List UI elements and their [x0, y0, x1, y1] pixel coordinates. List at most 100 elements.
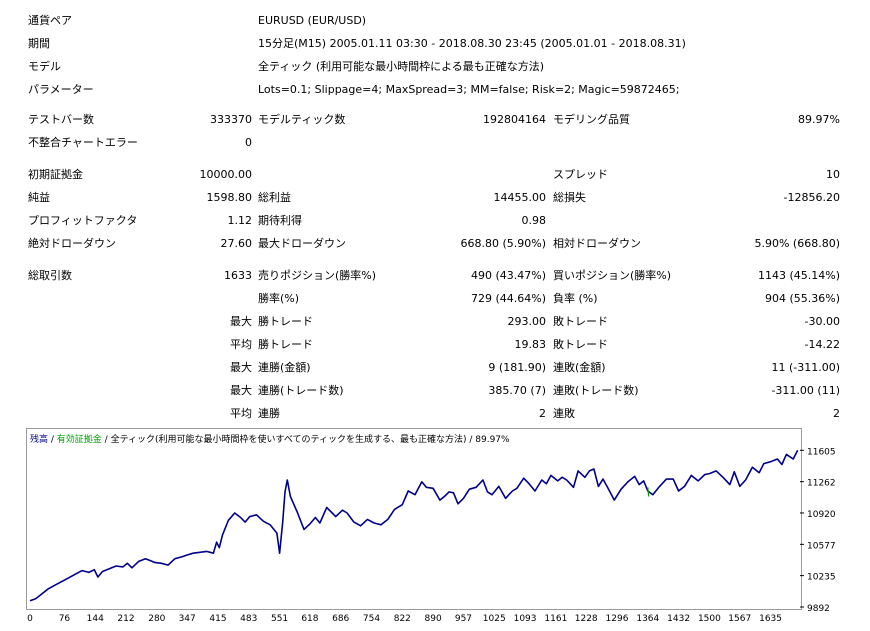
info-label-pair: 通貨ペア [28, 14, 72, 27]
info-value-pair: EURUSD (EUR/USD) [258, 14, 367, 27]
x-tick-label: 1500 [698, 614, 721, 624]
spread-value: 10 [826, 168, 840, 181]
y-tick-label: 9892 [807, 604, 830, 614]
balance-series-line [29, 449, 799, 602]
gross-loss-label: 総損失 [553, 191, 586, 204]
x-tick-label: 890 [425, 614, 442, 624]
info-value-params: Lots=0.1; Slippage=4; MaxSpread=3; MM=fa… [258, 83, 680, 96]
gross-profit-value: 14455.00 [493, 191, 547, 204]
x-tick-label: 1093 [514, 614, 537, 624]
row-prefix: 最大 [230, 315, 252, 328]
row-left-value: 385.70 (7) [488, 384, 546, 397]
abs-dd-label: 絶対ドローダウン [28, 237, 116, 250]
pf-value: 1.12 [227, 214, 253, 227]
legend-balance: 残高 [30, 433, 48, 445]
gross-loss-value: -12856.20 [783, 191, 840, 204]
expected-value: 0.98 [521, 214, 547, 227]
x-tick-label: 1635 [759, 614, 782, 624]
bars-value: 333370 [210, 113, 252, 126]
x-axis: 0 76 144 212 280 347 415 483 551 618 686 754 822 890 9… [27, 614, 782, 624]
short-label: 売りポジション(勝率%) [258, 269, 377, 282]
net-value: 1598.80 [206, 191, 253, 204]
gross-profit-label: 総利益 [258, 191, 291, 204]
info-label-params: パラメーター [28, 83, 94, 96]
row-right-value: -311.00 (11) [771, 384, 840, 397]
series-layer [29, 449, 799, 602]
win-value: 729 (44.64%) [470, 292, 546, 305]
row-right-label: 敗トレード [553, 315, 608, 328]
ticks-label: モデルティック数 [258, 113, 346, 126]
x-tick-label: 1228 [575, 614, 598, 624]
x-tick-label: 1432 [667, 614, 690, 624]
row-prefix: 最大 [230, 384, 252, 397]
loss-value: 904 (55.36%) [764, 292, 840, 305]
x-tick-label: 1364 [636, 614, 659, 624]
info-value-model: 全ティック (利用可能な最小時間枠による最も正確な方法) [258, 60, 545, 73]
x-tick-label: 483 [240, 614, 257, 624]
row-left-label: 連勝(金額) [258, 361, 311, 374]
deposit-label: 初期証拠金 [28, 168, 83, 181]
balance-chart-frame [26, 428, 802, 610]
x-tick-label: 754 [363, 614, 380, 624]
max-dd-value: 668.80 (5.90%) [460, 237, 546, 250]
errors-value: 0 [245, 136, 252, 149]
errors-label: 不整合チャートエラー [28, 136, 138, 149]
row-left-value: 9 (181.90) [488, 361, 546, 374]
x-tick-label: 618 [301, 614, 318, 624]
x-tick-label: 1296 [606, 614, 629, 624]
x-tick-label: 280 [148, 614, 165, 624]
row-left-value: 293.00 [507, 315, 547, 328]
row-right-label: 連敗(金額) [553, 361, 606, 374]
row-right-label: 敗トレード [553, 338, 608, 351]
info-label-model: モデル [28, 60, 61, 73]
x-tick-label: 76 [59, 614, 71, 624]
x-tick-label: 415 [209, 614, 226, 624]
rel-dd-value: 5.90% (668.80) [754, 237, 840, 250]
row-left-label: 連勝 [258, 407, 280, 420]
x-tick-label: 1025 [483, 614, 506, 624]
x-tick-label: 212 [117, 614, 134, 624]
row-right-value: 2 [833, 407, 840, 420]
long-label: 買いポジション(勝率%) [553, 269, 672, 282]
ticks-value: 192804164 [483, 113, 546, 126]
net-label: 純益 [28, 191, 50, 204]
y-tick-label: 11605 [807, 447, 836, 457]
margin-series-line [647, 487, 650, 497]
long-value: 1143 (45.14%) [757, 269, 840, 282]
y-tick-label: 11262 [807, 479, 836, 489]
row-left-label: 勝トレード [258, 338, 313, 351]
pf-label: プロフィットファクタ [28, 214, 138, 227]
total-trades-value: 1633 [224, 269, 252, 282]
x-tick-label: 347 [179, 614, 196, 624]
y-tick-label: 10920 [807, 510, 836, 520]
abs-dd-value: 27.60 [220, 237, 253, 250]
quality-label: モデリング品質 [553, 113, 630, 126]
row-prefix: 平均 [230, 338, 252, 351]
svg-text:残高 / 有効証拠金 / 全ティック(利用可能な最小時間枠を: 残高 / 有効証拠金 / 全ティック(利用可能な最小時間枠を使いすべてのティック… [30, 433, 510, 445]
info-label-period: 期間 [28, 37, 50, 50]
x-tick-label: 686 [332, 614, 349, 624]
legend-description: 全ティック(利用可能な最小時間枠を使いすべてのティックを生成する、最も正確な方法… [111, 433, 510, 445]
rel-dd-label: 相対ドローダウン [553, 237, 641, 250]
legend-margin: 有効証拠金 [57, 433, 102, 445]
x-tick-label: 1161 [544, 614, 567, 624]
x-tick-label: 551 [271, 614, 288, 624]
row-right-label: 連敗(トレード数) [553, 384, 639, 397]
x-tick-label: 144 [87, 614, 104, 624]
row-left-value: 19.83 [514, 338, 547, 351]
legend-sep: / [102, 435, 111, 445]
total-trades-label: 総取引数 [28, 269, 72, 282]
bars-label: テストバー数 [28, 113, 94, 126]
row-right-value: 11 (-311.00) [771, 361, 840, 374]
spread-label: スプレッド [553, 168, 608, 181]
y-tick-label: 10577 [807, 541, 836, 551]
row-prefix: 平均 [230, 407, 252, 420]
row-left-label: 勝トレード [258, 315, 313, 328]
x-tick-label: 822 [394, 614, 411, 624]
short-value: 490 (43.47%) [470, 269, 546, 282]
loss-label: 負率 (%) [553, 292, 598, 305]
info-value-period: 15分足(M15) 2005.01.11 03:30 - 2018.08.30 … [258, 37, 686, 50]
row-left-label: 連勝(トレード数) [258, 384, 344, 397]
row-prefix: 最大 [230, 361, 252, 374]
